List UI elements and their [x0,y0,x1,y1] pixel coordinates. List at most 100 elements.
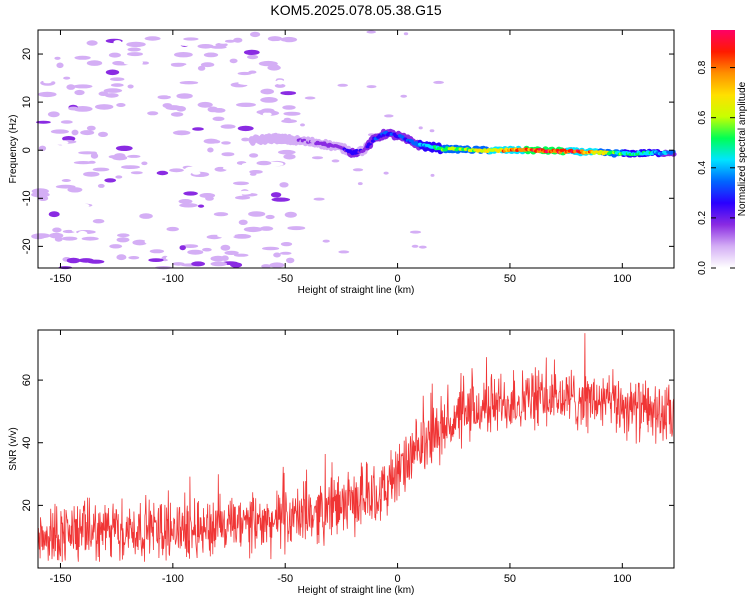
spectrogram-noise-blob [157,95,171,100]
spectrogram-noise-blob [224,250,239,255]
spectrogram-noise-blob [63,76,71,80]
colorbar-tick-label: 0.0 [697,261,708,275]
spectrogram-noise-blob [86,40,98,46]
spectrogram-noise-blob [238,81,258,85]
spectrogram-noise-blob [116,237,130,243]
spectrogram-noise-blob [170,112,184,117]
spectrogram-noise-blob [220,124,236,129]
spectrogram-noise-blob [77,230,88,237]
spectrogram-noise-blob [264,120,280,125]
spectrogram-noise-blob [236,102,256,108]
spectrogram-noise-blob [127,47,141,52]
spectrogram-noise-blob [282,105,296,110]
spectrogram-noise-blob [197,44,214,49]
spectrogram-noise-blob [275,79,285,85]
spectrogram-noise-blob [207,147,214,153]
spectrogram-noise-blob [181,134,201,139]
spectrogram-noise-blob [95,104,114,110]
spectrogram-noise-blob [280,242,293,247]
spectrogram-noise-blob [156,170,169,176]
spectrogram-noise-blob [141,161,148,166]
colorbar-tick-label: 0.8 [697,60,708,74]
spectrogram-noise-blob [147,111,159,116]
spectrogram-noise-blob [233,37,243,43]
spectrogram-noise-blob [140,61,149,65]
spectrogram-noise-blob [130,171,143,175]
colorbar: 0.0 0.2 0.4 0.6 0.8 Normalized spectral ampl… [697,30,748,275]
spectrogram-noise-blob [202,247,212,252]
spectrogram-noise-blob [147,87,162,94]
spectrogram-noise-blob [261,200,273,207]
spectrogram-noise-blob [116,103,126,107]
spectrogram-noise-blob [304,96,316,100]
spectrogram-noise-blob [134,96,148,101]
spectrogram-noise-blob [116,263,133,268]
y-tick-label: 0 [21,147,33,153]
spectrogram-noise-blob [108,52,121,58]
spectrogram-noise-blob [313,197,325,201]
spectrogram-noise-blob [256,160,272,166]
spectrogram-noise-blob [38,91,57,98]
spectrogram-noise-blob [47,111,60,118]
snr-x-axis: -150 -100 -50 0 50 100 [49,330,631,585]
spectrogram-noise-blob [172,262,185,266]
spectrogram-noise-blob [148,258,164,262]
spectrogram-noise-blob [149,249,165,254]
y-tick-label: 20 [21,48,33,60]
spectrogram-noise-blob [275,228,287,233]
spectrogram-noise-blob [238,219,248,225]
spectrogram-noise-blob [126,41,146,48]
spectrogram-noise-blob [230,262,243,268]
spectrogram-noise-blob [179,81,199,85]
spectrogram-noise-blob [113,40,122,45]
spectrogram-noise-blob [280,91,297,96]
spectrogram-noise-blob [80,130,95,136]
spectrogram-noise-blob [357,182,363,186]
spectrogram-noise-blob [418,126,423,130]
spectrogram-noise-blob [105,69,120,76]
spectrogram-noise-blob [243,40,257,46]
spectrogram-noise-blob [311,156,324,160]
spectrogram-noise-blob [237,71,252,76]
spectrogram-noise-blob [383,171,389,175]
spectrogram-noise-blob [54,236,63,242]
spectrogram-noise-blob [113,221,123,226]
spectrogram-noise-blob [66,84,76,90]
spectrogram-noise-blob [287,226,306,231]
spectrogram-noise-blob [121,165,140,170]
x-tick-label: -100 [162,573,184,585]
spectrogram-noise-blob [110,83,124,87]
spectrogram-noise-blob [35,142,43,146]
spectrogram-y-label: Frequency (Hz) [8,115,19,184]
snr-plot-area [38,330,674,568]
spectrogram-noise-blob [254,147,263,154]
spectrogram-noise-blob [212,140,221,144]
spectrogram-noise-blob [253,217,266,222]
spectrogram-noise-blob [235,195,251,200]
spectrogram-noise-blob [245,180,255,187]
spectrogram-noise-blob [97,183,105,188]
spectrogram-noise-blob [409,230,422,234]
colorbar-axis: 0.0 0.2 0.4 0.6 0.8 [697,60,735,275]
spectrogram-noise-blob [103,65,116,69]
spectrogram-noise-blob [271,197,291,202]
colorbar-tick-label: 0.4 [697,160,708,174]
snr-y-axis: 20 40 60 [21,374,674,511]
spectrogram-noise-blob [98,234,109,239]
spectrogram-noise-blob [241,162,261,167]
spectrogram-noise-blob [430,173,435,177]
spectrogram-noise-blob [104,93,119,98]
spectrogram-noise-blob [283,111,301,116]
spectrogram-noise-blob [265,214,275,220]
x-tick-label: -150 [49,573,71,585]
spectrogram-noise-blob [191,261,206,267]
spectrogram-noise-blob [322,239,330,243]
spectrogram-frame [37,29,675,269]
spectrogram-noise-blob [74,55,91,60]
spectrogram-noise-blob [247,54,259,60]
spectrogram-noise-blob [260,88,275,95]
spectrogram-noise-blob [127,52,143,57]
spectrogram-noise-blob [300,123,305,127]
x-tick-label: 100 [613,573,631,585]
spectrogram-noise-blob [331,159,340,163]
